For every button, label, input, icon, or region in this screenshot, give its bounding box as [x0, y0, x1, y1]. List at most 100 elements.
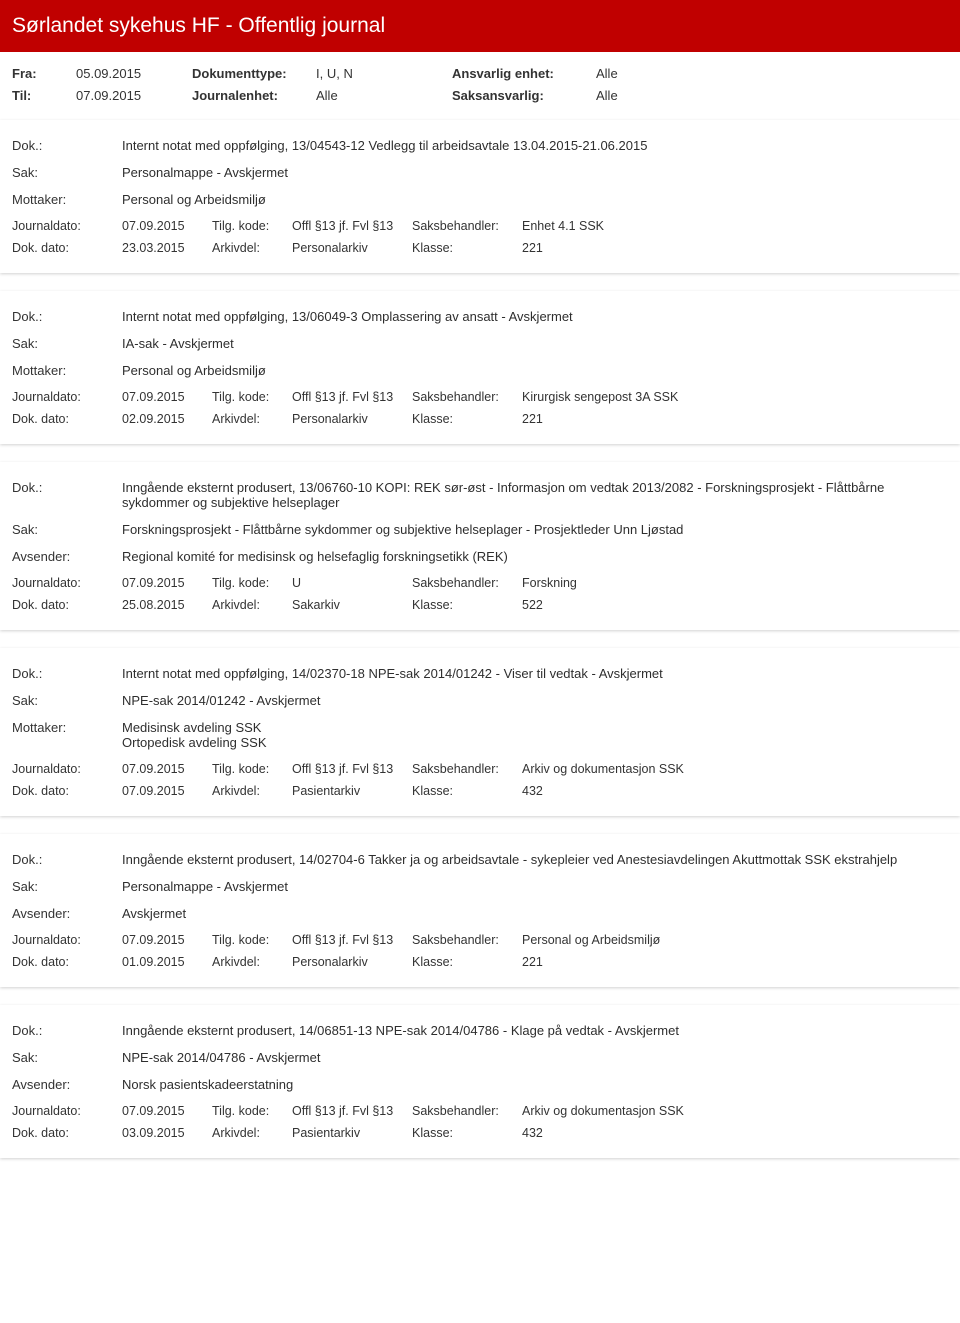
sak-value: NPE-sak 2014/01242 - Avskjermet	[122, 693, 948, 708]
klasse-value: 432	[522, 784, 543, 798]
journaldato-value: 07.09.2015	[122, 390, 212, 404]
tilgkode-label: Tilg. kode:	[212, 762, 292, 776]
avsender-label: Avsender:	[12, 549, 122, 564]
meta-row-1: Journaldato:07.09.2015Tilg. kode:USaksbe…	[12, 576, 948, 590]
arkivdel-label: Arkivdel:	[212, 1126, 292, 1140]
dokdato-value: 25.08.2015	[122, 598, 212, 612]
arkivdel-label: Arkivdel:	[212, 412, 292, 426]
fra-label: Fra:	[12, 66, 72, 81]
meta-row-2: Dok. dato:25.08.2015Arkivdel:SakarkivKla…	[12, 598, 948, 612]
tilgkode-value: Offl §13 jf. Fvl §13	[292, 219, 412, 233]
klasse-label: Klasse:	[412, 1126, 522, 1140]
tilgkode-value: U	[292, 576, 412, 590]
dok-label: Dok.:	[12, 852, 122, 867]
mottaker-label: Mottaker:	[12, 192, 122, 207]
tilgkode-label: Tilg. kode:	[212, 933, 292, 947]
arkivdel-label: Arkivdel:	[212, 598, 292, 612]
saksbehandler-label: Saksbehandler:	[412, 933, 522, 947]
klasse-value: 221	[522, 241, 543, 255]
journalenhet-value: Alle	[312, 88, 338, 103]
til-label: Til:	[12, 88, 72, 103]
dokdato-value: 02.09.2015	[122, 412, 212, 426]
saksbehandler-value: Enhet 4.1 SSK	[522, 219, 604, 233]
party-value: Personal og Arbeidsmiljø	[122, 192, 948, 207]
mottaker-label: Mottaker:	[12, 363, 122, 378]
meta-row-1: Journaldato:07.09.2015Tilg. kode:Offl §1…	[12, 390, 948, 404]
klasse-label: Klasse:	[412, 241, 522, 255]
tilgkode-value: Offl §13 jf. Fvl §13	[292, 1104, 412, 1118]
klasse-value: 221	[522, 412, 543, 426]
klasse-value: 221	[522, 955, 543, 969]
sak-value: Personalmappe - Avskjermet	[122, 165, 948, 180]
saksansvarlig-label: Saksansvarlig:	[452, 88, 592, 103]
sak-label: Sak:	[12, 693, 122, 708]
sak-label: Sak:	[12, 1050, 122, 1065]
journaldato-label: Journaldato:	[12, 1104, 122, 1118]
sak-value: IA-sak - Avskjermet	[122, 336, 948, 351]
klasse-value: 522	[522, 598, 543, 612]
dokdato-label: Dok. dato:	[12, 784, 122, 798]
party-value: Personal og Arbeidsmiljø	[122, 363, 948, 378]
fra-value: 05.09.2015	[72, 66, 141, 81]
page-title-bar: Sørlandet sykehus HF - Offentlig journal	[0, 0, 960, 52]
journal-entry: Dok.:Inngående eksternt produsert, 14/06…	[0, 1005, 960, 1158]
til-value: 07.09.2015	[72, 88, 141, 103]
meta-row-1: Journaldato:07.09.2015Tilg. kode:Offl §1…	[12, 933, 948, 947]
sak-label: Sak:	[12, 522, 122, 537]
meta-row-1: Journaldato:07.09.2015Tilg. kode:Offl §1…	[12, 1104, 948, 1118]
filter-col-dates: Fra: 05.09.2015 Til: 07.09.2015	[12, 62, 192, 106]
arkivdel-value: Personalarkiv	[292, 241, 412, 255]
arkivdel-value: Personalarkiv	[292, 955, 412, 969]
klasse-label: Klasse:	[412, 412, 522, 426]
meta-row-2: Dok. dato:03.09.2015Arkivdel:Pasientarki…	[12, 1126, 948, 1140]
journaldato-value: 07.09.2015	[122, 1104, 212, 1118]
saksbehandler-label: Saksbehandler:	[412, 576, 522, 590]
dok-value: Internt notat med oppfølging, 13/06049-3…	[122, 309, 948, 324]
sak-value: Forskningsprosjekt - Flåttbårne sykdomme…	[122, 522, 948, 537]
saksbehandler-value: Arkiv og dokumentasjon SSK	[522, 1104, 684, 1118]
meta-row-2: Dok. dato:02.09.2015Arkivdel:Personalark…	[12, 412, 948, 426]
ansvarlig-value: Alle	[592, 66, 618, 81]
meta-row-2: Dok. dato:07.09.2015Arkivdel:Pasientarki…	[12, 784, 948, 798]
entries-container: Dok.:Internt notat med oppfølging, 13/04…	[0, 120, 960, 1158]
saksbehandler-value: Arkiv og dokumentasjon SSK	[522, 762, 684, 776]
journal-entry: Dok.:Inngående eksternt produsert, 14/02…	[0, 834, 960, 987]
dok-value: Internt notat med oppfølging, 14/02370-1…	[122, 666, 948, 681]
dokdato-value: 03.09.2015	[122, 1126, 212, 1140]
klasse-label: Klasse:	[412, 598, 522, 612]
tilgkode-value: Offl §13 jf. Fvl §13	[292, 933, 412, 947]
filter-block: Fra: 05.09.2015 Til: 07.09.2015 Dokument…	[0, 52, 960, 120]
sak-label: Sak:	[12, 165, 122, 180]
meta-row-1: Journaldato:07.09.2015Tilg. kode:Offl §1…	[12, 219, 948, 233]
dokdato-label: Dok. dato:	[12, 598, 122, 612]
sak-value: Personalmappe - Avskjermet	[122, 879, 948, 894]
journaldato-label: Journaldato:	[12, 219, 122, 233]
saksbehandler-value: Kirurgisk sengepost 3A SSK	[522, 390, 678, 404]
journaldato-value: 07.09.2015	[122, 762, 212, 776]
party-value: Avskjermet	[122, 906, 948, 921]
tilgkode-label: Tilg. kode:	[212, 576, 292, 590]
saksbehandler-value: Personal og Arbeidsmiljø	[522, 933, 660, 947]
saksansvarlig-value: Alle	[592, 88, 618, 103]
dokdato-label: Dok. dato:	[12, 1126, 122, 1140]
sak-label: Sak:	[12, 879, 122, 894]
dok-label: Dok.:	[12, 666, 122, 681]
mottaker-label: Mottaker:	[12, 720, 122, 735]
dok-label: Dok.:	[12, 309, 122, 324]
saksbehandler-value: Forskning	[522, 576, 577, 590]
arkivdel-value: Pasientarkiv	[292, 1126, 412, 1140]
journaldato-label: Journaldato:	[12, 390, 122, 404]
doktype-value: I, U, N	[312, 66, 353, 81]
saksbehandler-label: Saksbehandler:	[412, 390, 522, 404]
dokdato-value: 23.03.2015	[122, 241, 212, 255]
dokdato-label: Dok. dato:	[12, 241, 122, 255]
doktype-label: Dokumenttype:	[192, 66, 312, 81]
party-value: Medisinsk avdeling SSKOrtopedisk avdelin…	[122, 720, 948, 750]
sak-label: Sak:	[12, 336, 122, 351]
dok-value: Inngående eksternt produsert, 14/02704-6…	[122, 852, 948, 867]
journaldato-label: Journaldato:	[12, 762, 122, 776]
avsender-label: Avsender:	[12, 906, 122, 921]
dok-label: Dok.:	[12, 138, 122, 153]
journaldato-value: 07.09.2015	[122, 219, 212, 233]
dokdato-value: 01.09.2015	[122, 955, 212, 969]
